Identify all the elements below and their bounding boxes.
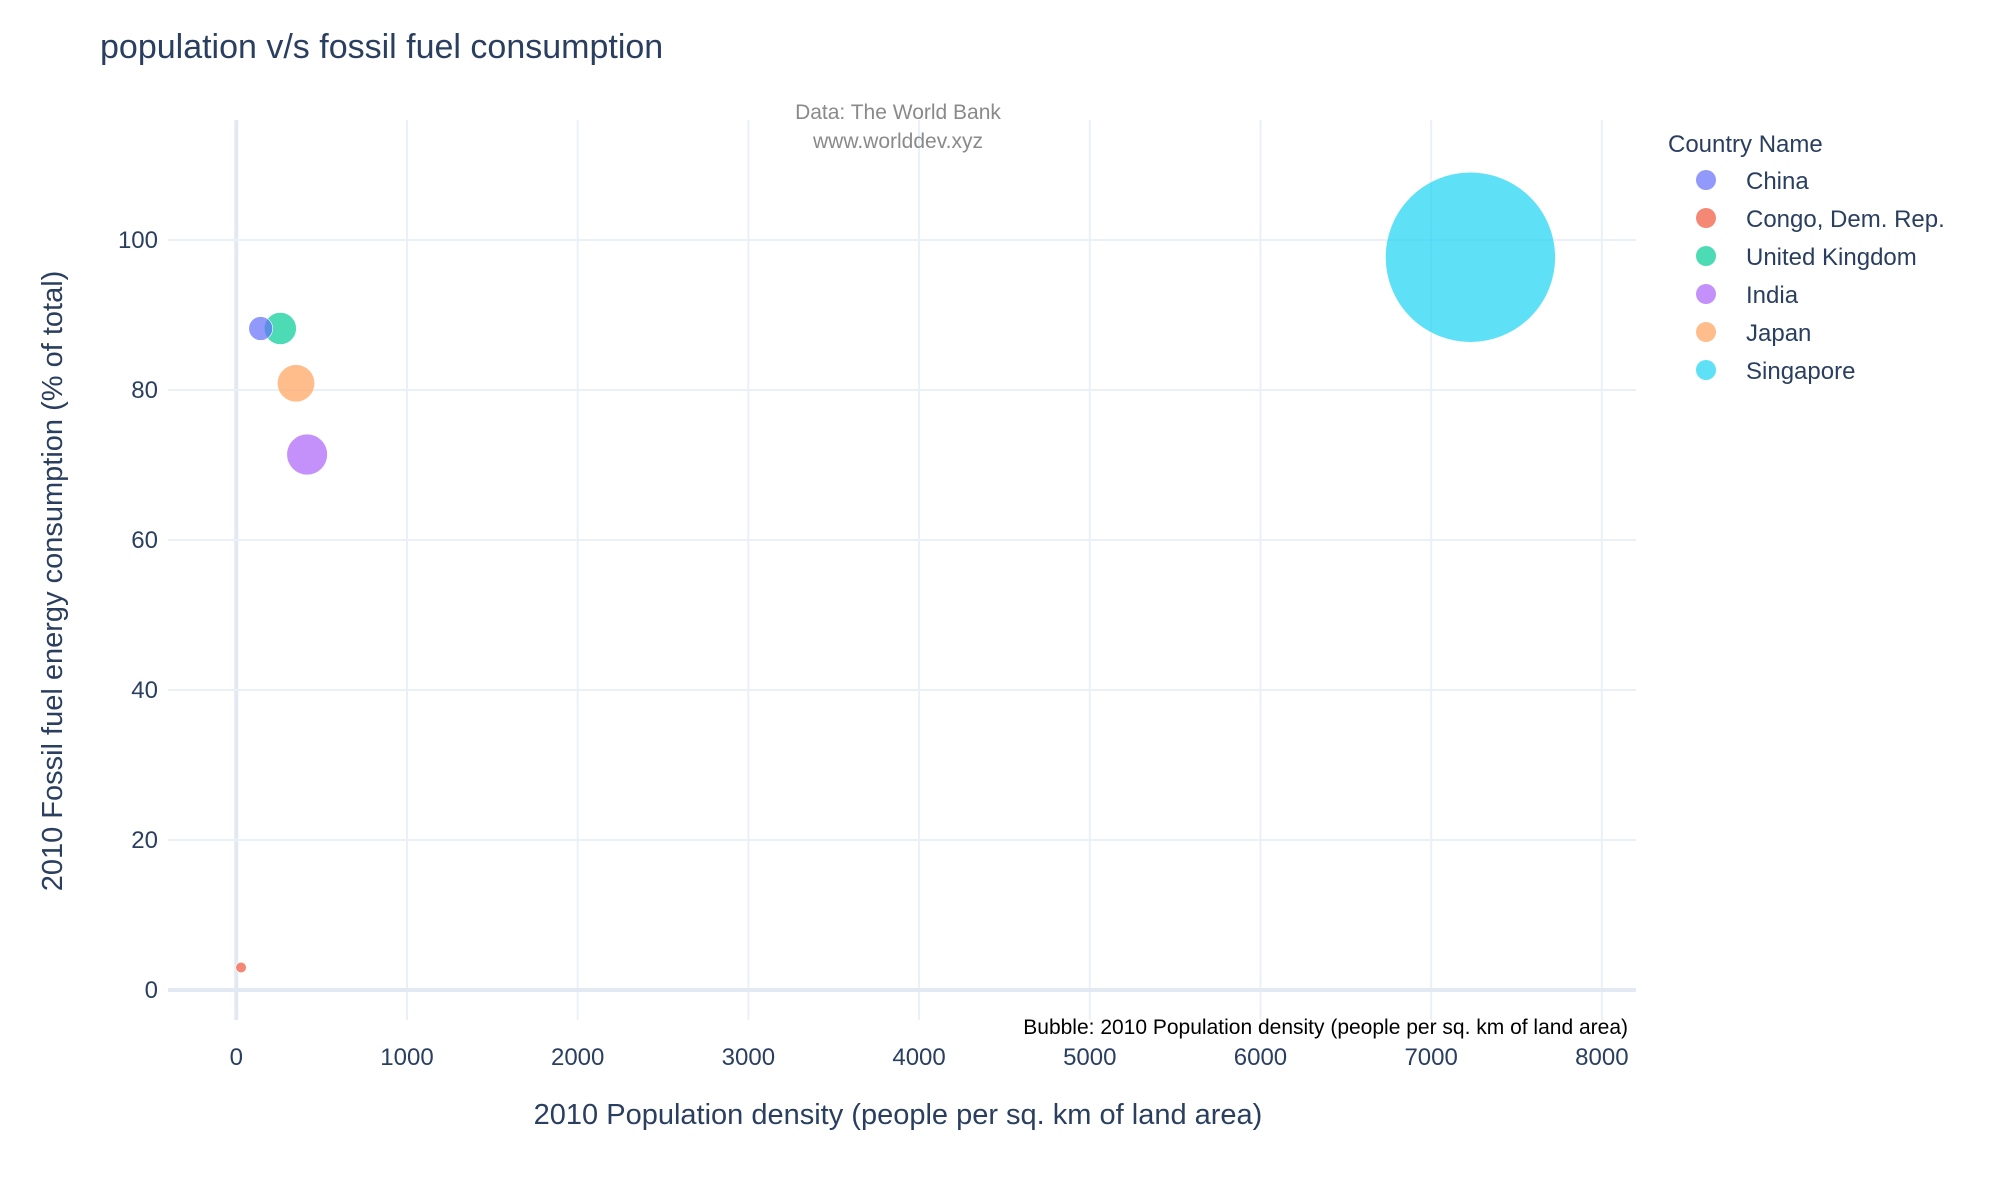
legend: Country Name China Congo, Dem. Rep. United… — [1668, 131, 1945, 385]
legend-label: China — [1746, 168, 1809, 195]
legend-marker — [1696, 284, 1716, 304]
legend-label: India — [1746, 282, 1799, 309]
bubble-singapore — [1385, 171, 1556, 343]
legend-label: Congo, Dem. Rep. — [1746, 206, 1945, 233]
y-tick-label: 20 — [131, 827, 158, 854]
x-tick-label: 6000 — [1234, 1044, 1287, 1071]
grid-layer — [168, 120, 1636, 1020]
x-tick-label: 5000 — [1063, 1044, 1116, 1071]
bubble-congo-dem-rep — [235, 961, 247, 974]
y-axis-title: 2010 Fossil fuel energy consumption (% o… — [37, 271, 69, 892]
legend-marker — [1696, 360, 1716, 380]
bubble-japan — [277, 364, 316, 403]
source-line-1: Data: The World Bank — [795, 101, 1001, 124]
source-line-2: www.worlddev.xyz — [812, 130, 983, 153]
legend-items: China Congo, Dem. Rep. United Kingdom India… — [1696, 168, 1945, 385]
legend-title: Country Name — [1668, 131, 1823, 158]
y-tick-label: 40 — [131, 677, 158, 704]
y-tick-label: 60 — [131, 527, 158, 554]
x-tick-label: 8000 — [1575, 1044, 1628, 1071]
legend-marker — [1696, 322, 1716, 342]
legend-label: Japan — [1746, 320, 1811, 347]
chart-title: population v/s fossil fuel consumption — [100, 28, 663, 66]
bubble-india — [286, 433, 328, 476]
y-tick-label: 80 — [131, 377, 158, 404]
y-tick-label: 0 — [145, 977, 158, 1004]
x-axis-title: 2010 Population density (people per sq. … — [534, 1099, 1263, 1131]
x-tick-label: 1000 — [380, 1044, 433, 1071]
x-tick-label: 7000 — [1404, 1044, 1457, 1071]
y-tick-label: 100 — [118, 227, 158, 254]
bubble-size-note: Bubble: 2010 Population density (people … — [1023, 1016, 1628, 1039]
legend-marker — [1696, 246, 1716, 266]
bubble-layer — [235, 171, 1556, 974]
x-tick-label: 2000 — [551, 1044, 604, 1071]
legend-marker — [1696, 208, 1716, 228]
legend-label: United Kingdom — [1746, 244, 1917, 271]
x-tick-label: 4000 — [892, 1044, 945, 1071]
x-tick-label: 0 — [230, 1044, 243, 1071]
x-tick-label: 3000 — [722, 1044, 775, 1071]
bubble-china — [248, 316, 273, 341]
legend-marker — [1696, 170, 1716, 190]
tick-layer: 0 1000 2000 3000 4000 5000 6000 7000 8000 0 20 40 60… — [118, 227, 1629, 1071]
legend-label: Singapore — [1746, 358, 1855, 385]
